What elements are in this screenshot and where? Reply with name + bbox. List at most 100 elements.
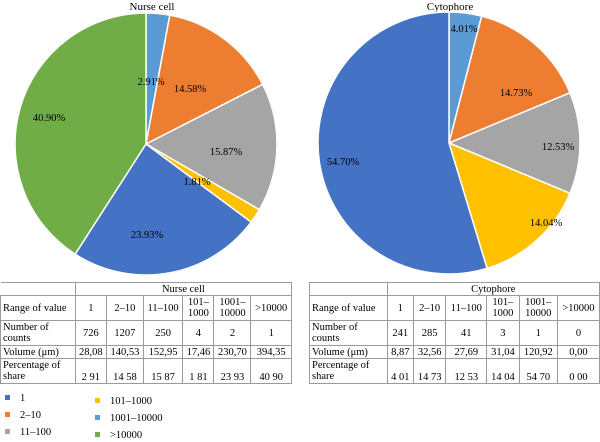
cell: 14 73 — [412, 358, 447, 384]
pie-slice — [447, 141, 571, 270]
pie-slice — [447, 91, 581, 195]
cell: 11–100 — [445, 295, 488, 321]
cell: 2–10 — [105, 295, 144, 321]
data-label: 40.90% — [33, 113, 66, 124]
legend-item: 1001–10000 — [95, 413, 163, 424]
row-label-counts: Number of counts — [309, 320, 388, 346]
chart-title-cytophore: Cytophore — [426, 1, 474, 13]
cell: 1 81 — [182, 358, 215, 384]
cell: 394,35 — [250, 345, 292, 359]
cell: 120,92 — [518, 345, 558, 359]
legend-label: 1 — [20, 393, 26, 404]
row-label-range: Range of value — [0, 295, 76, 321]
row-label-share: Percentage of share — [309, 358, 388, 384]
cell: 32,56 — [412, 345, 447, 359]
legend-item: 101–1000 — [95, 396, 152, 407]
legend-item: >10000 — [95, 430, 142, 441]
cell: 1207 — [105, 320, 144, 346]
cell: 3 — [486, 320, 520, 346]
cell: 40 90 — [250, 358, 292, 384]
cell: 0 — [556, 320, 600, 346]
table-corner — [309, 282, 388, 296]
cell: 230,70 — [213, 345, 252, 359]
data-label: 1.81% — [183, 177, 210, 188]
legend-swatch — [95, 432, 100, 438]
pie-chart-nurse-cell: 14.58% 15.87% 1.81% 23.93% 40.90% 2.91% — [14, 12, 278, 276]
pie-slice — [144, 14, 264, 146]
row-label-volume: Volume (μm) — [309, 345, 388, 359]
data-label: 23.93% — [131, 230, 164, 241]
row-label-volume: Volume (μm) — [0, 345, 76, 359]
cell: 285 — [412, 320, 447, 346]
cell: 11–100 — [142, 295, 184, 321]
cell: 1001– 10000 — [213, 295, 252, 321]
cell: 152,95 — [142, 345, 184, 359]
table-title: Cytophore — [386, 282, 600, 296]
legend-label: 1001–10000 — [110, 413, 163, 424]
cell: 2 91 — [74, 358, 107, 384]
cell: 12 53 — [445, 358, 488, 384]
cell: 250 — [142, 320, 184, 346]
pie-slice — [144, 83, 278, 211]
table-cytophore: Cytophore Range of value 1 2–10 11–100 1… — [309, 282, 600, 384]
data-label: 2.91% — [137, 77, 164, 88]
legend-item: 1 — [5, 393, 25, 404]
cell: 17,46 — [182, 345, 215, 359]
legend-swatch — [5, 412, 10, 418]
data-label: 54.70% — [327, 157, 360, 168]
cell: 2–10 — [412, 295, 447, 321]
cell: 14 58 — [105, 358, 144, 384]
cell: 241 — [386, 320, 414, 346]
cell: >10000 — [556, 295, 600, 321]
legend-label: >10000 — [110, 430, 143, 441]
data-label: 14.58% — [174, 84, 207, 95]
cell: 41 — [445, 320, 488, 346]
pie-slice — [447, 15, 571, 145]
cell: 726 — [74, 320, 107, 346]
data-label: 14.04% — [530, 218, 563, 229]
cell: 101– 1000 — [182, 295, 215, 321]
legend-swatch — [95, 398, 100, 404]
cell: >10000 — [250, 295, 292, 321]
cell: 1 — [518, 320, 558, 346]
cell: 27,69 — [445, 345, 488, 359]
cell: 14 04 — [486, 358, 520, 384]
legend-label: 2–10 — [20, 410, 41, 421]
cell: 4 — [182, 320, 215, 346]
legend-swatch — [5, 429, 10, 435]
cell: 1 — [386, 295, 414, 321]
data-label: 14.73% — [500, 88, 533, 99]
data-label: 15.87% — [210, 147, 243, 158]
table-corner — [0, 282, 76, 296]
cell: 0,00 — [556, 345, 600, 359]
cell: 1001– 10000 — [518, 295, 558, 321]
cell: 101– 1000 — [486, 295, 520, 321]
pie-chart-cytophore: 4.01% 14.73% 12.53% 14.04% 54.70% — [317, 11, 581, 275]
pie-slice — [74, 142, 253, 276]
row-label-counts: Number of counts — [0, 320, 76, 346]
cell: 15 87 — [142, 358, 184, 384]
pie-slice — [14, 12, 147, 256]
data-label: 4.01% — [450, 24, 477, 35]
cell: 1 — [74, 295, 107, 321]
row-label-share: Percentage of share — [0, 358, 76, 384]
legend-item: 2–10 — [5, 410, 41, 421]
cell: 23 93 — [213, 358, 252, 384]
table-nurse-cell: Nurse cell Range of value 1 2–10 11–100 … — [0, 282, 293, 384]
legend-swatch — [5, 395, 10, 401]
cell: 140,53 — [105, 345, 144, 359]
cell: 2 — [213, 320, 252, 346]
cell: 4 01 — [386, 358, 414, 384]
row-label-range: Range of value — [309, 295, 388, 321]
legend-label: 11–100 — [20, 427, 52, 438]
data-label: 12.53% — [542, 142, 575, 153]
cell: 1 — [250, 320, 292, 346]
cell: 0 00 — [556, 358, 600, 384]
cell: 54 70 — [518, 358, 558, 384]
legend-label: 101–1000 — [110, 396, 152, 407]
table-title: Nurse cell — [74, 282, 293, 296]
legend-item: 11–100 — [5, 427, 51, 438]
pie-slice — [317, 11, 489, 275]
cell: 8,87 — [386, 345, 414, 359]
cell: 28,08 — [74, 345, 107, 359]
